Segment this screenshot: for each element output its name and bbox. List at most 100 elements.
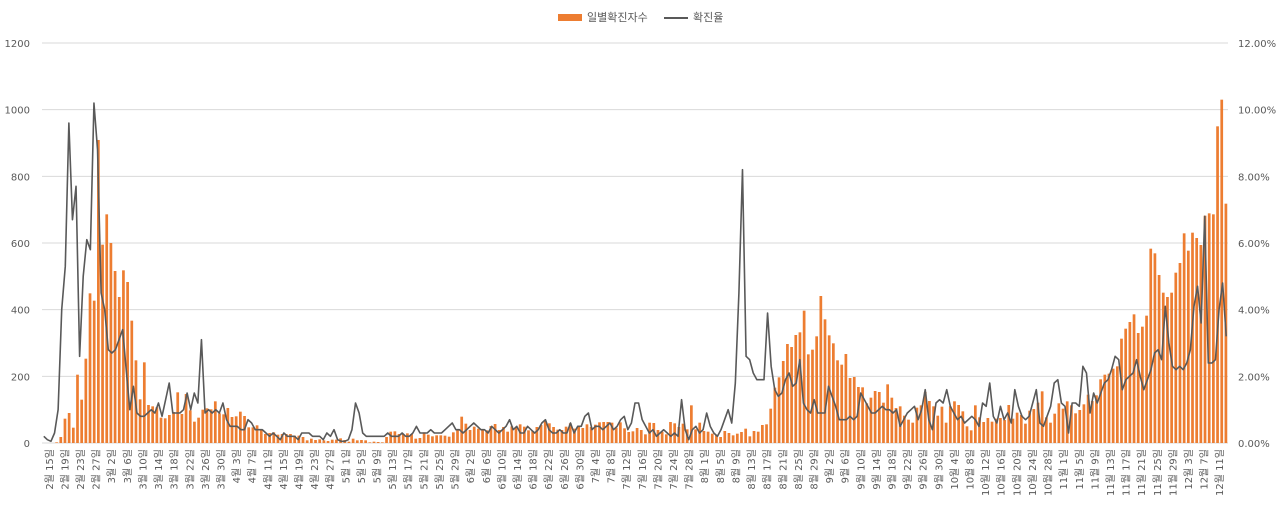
bar <box>1178 263 1182 443</box>
bar <box>1024 423 1027 443</box>
x-tick-label: 9월 2일 <box>824 449 836 483</box>
bar <box>761 425 764 443</box>
bar <box>1003 420 1006 443</box>
x-tick-label: 4월 11일 <box>262 449 274 490</box>
bar <box>1191 232 1194 443</box>
bar <box>994 418 998 443</box>
x-tick-label: 9월 14일 <box>871 449 883 490</box>
bar <box>464 423 468 443</box>
bar <box>485 430 489 443</box>
bar <box>786 344 789 443</box>
bar <box>740 432 743 443</box>
bar <box>109 243 113 443</box>
x-tick-label: 5월 9일 <box>372 449 384 483</box>
bar <box>168 415 171 443</box>
bar <box>794 335 798 443</box>
x-tick-label: 3월 26일 <box>200 449 212 490</box>
legend-label-bar: 일별확진자수 <box>587 10 648 24</box>
bar <box>147 405 150 443</box>
bar <box>84 358 88 443</box>
bar <box>401 434 405 443</box>
bar <box>1007 405 1011 443</box>
bar <box>88 293 92 443</box>
y-left-tick-label: 800 <box>11 172 30 183</box>
bar <box>71 427 75 443</box>
bar <box>1082 404 1086 443</box>
bar <box>188 410 192 443</box>
gridlines <box>42 42 1228 444</box>
x-tick-label: 7월 4일 <box>590 449 602 483</box>
bar <box>706 431 710 443</box>
x-tick-label: 7월 24일 <box>668 449 680 490</box>
bar <box>852 377 856 443</box>
y-right-tick-label: 0.00% <box>1238 439 1270 450</box>
bar <box>564 426 568 443</box>
bar <box>213 401 217 443</box>
x-tick-label: 3월 10일 <box>137 449 149 490</box>
x-tick-label: 5월 1일 <box>340 449 352 483</box>
bar <box>865 403 869 443</box>
bar <box>197 417 200 443</box>
bar <box>1078 410 1082 443</box>
bar <box>205 408 209 443</box>
x-tick-label: 7월 12일 <box>621 449 633 490</box>
bar <box>184 394 188 443</box>
x-tick-label: 11월 13일 <box>1105 449 1117 496</box>
bar <box>92 300 96 443</box>
x-tick-label: 12월 7일 <box>1199 449 1211 490</box>
x-tick-label: 5월 21일 <box>418 449 430 490</box>
bar <box>635 428 639 443</box>
bar <box>1090 401 1094 443</box>
bar <box>380 442 384 443</box>
bar <box>873 391 877 443</box>
bar <box>1161 292 1165 443</box>
bar <box>644 434 647 443</box>
bar <box>126 282 129 443</box>
bar <box>819 296 823 443</box>
bar <box>539 425 543 443</box>
x-tick-label: 2월 19일 <box>59 449 71 490</box>
y-right-tick-label: 2.00% <box>1238 372 1270 383</box>
bar <box>201 409 205 443</box>
bar <box>360 440 363 443</box>
bar <box>230 417 234 443</box>
bar <box>1186 250 1190 443</box>
bar <box>468 430 472 443</box>
bar <box>310 438 313 443</box>
legend-swatch-bar <box>558 14 582 21</box>
bar <box>1115 366 1119 443</box>
bar <box>623 428 626 443</box>
bar <box>247 427 251 443</box>
x-tick-label: 10월 24일 <box>1027 449 1039 496</box>
bar <box>456 429 459 443</box>
bar <box>163 418 167 443</box>
bar <box>414 438 418 443</box>
bar <box>999 418 1002 443</box>
bar <box>101 244 104 443</box>
bar <box>969 430 973 443</box>
bar <box>923 392 927 443</box>
x-tick-label: 4월 7일 <box>247 449 259 483</box>
bar <box>1011 418 1015 443</box>
bar <box>836 360 839 443</box>
bar <box>67 413 71 443</box>
y-right-tick-label: 8.00% <box>1238 172 1270 183</box>
bar <box>314 440 317 443</box>
bar <box>460 416 464 443</box>
bar <box>97 140 100 443</box>
bar <box>890 397 894 443</box>
bar <box>882 402 885 443</box>
bar <box>823 319 827 443</box>
bar <box>802 310 806 443</box>
bar <box>397 434 401 443</box>
y-left-tick-label: 400 <box>11 306 30 317</box>
x-tick-label: 9월 6일 <box>840 449 852 483</box>
x-tick-label: 3월 30일 <box>215 449 227 490</box>
bar <box>326 441 330 443</box>
bar <box>535 427 539 443</box>
x-tick-label: 2월 15일 <box>44 449 56 490</box>
bar <box>280 434 284 443</box>
bar <box>948 406 952 443</box>
bar <box>727 433 731 443</box>
bar <box>911 422 915 443</box>
